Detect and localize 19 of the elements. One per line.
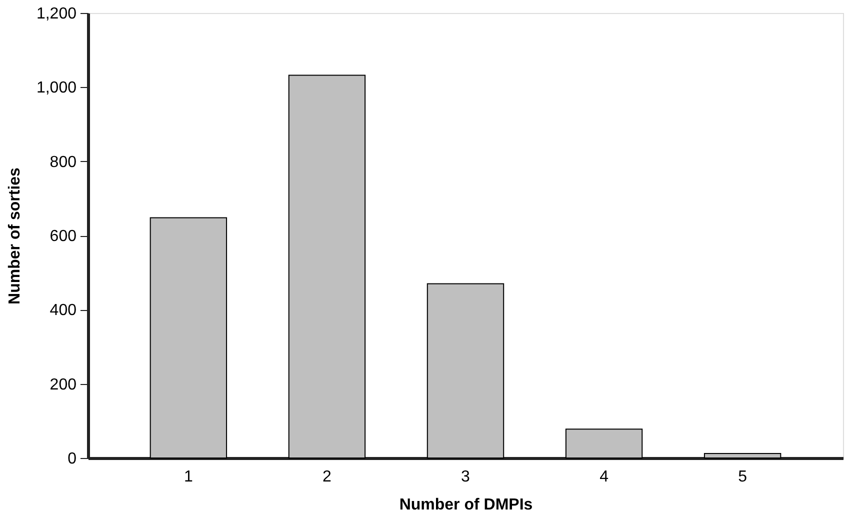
y-tick-label: 200 bbox=[50, 376, 77, 394]
x-tick-label: 1 bbox=[184, 468, 193, 486]
bar bbox=[288, 74, 366, 458]
x-tick-label: 4 bbox=[600, 468, 609, 486]
y-axis-title: Number of sorties bbox=[6, 167, 24, 304]
y-tick-label: 1,000 bbox=[36, 80, 77, 97]
x-tick-label: 5 bbox=[738, 468, 748, 486]
bar bbox=[150, 217, 228, 458]
y-tick-label: 600 bbox=[50, 228, 77, 245]
x-axis-title: Number of DMPIs bbox=[399, 496, 533, 514]
y-tick-label: 400 bbox=[50, 302, 77, 320]
bar bbox=[565, 428, 643, 458]
bar bbox=[704, 453, 782, 458]
x-tick-label: 2 bbox=[322, 468, 332, 486]
bar bbox=[426, 283, 504, 458]
y-tick-label: 1,200 bbox=[36, 6, 77, 22]
y-tick-label: 800 bbox=[50, 154, 77, 171]
y-tick-label: 0 bbox=[68, 450, 77, 468]
x-tick-label: 3 bbox=[461, 468, 470, 486]
